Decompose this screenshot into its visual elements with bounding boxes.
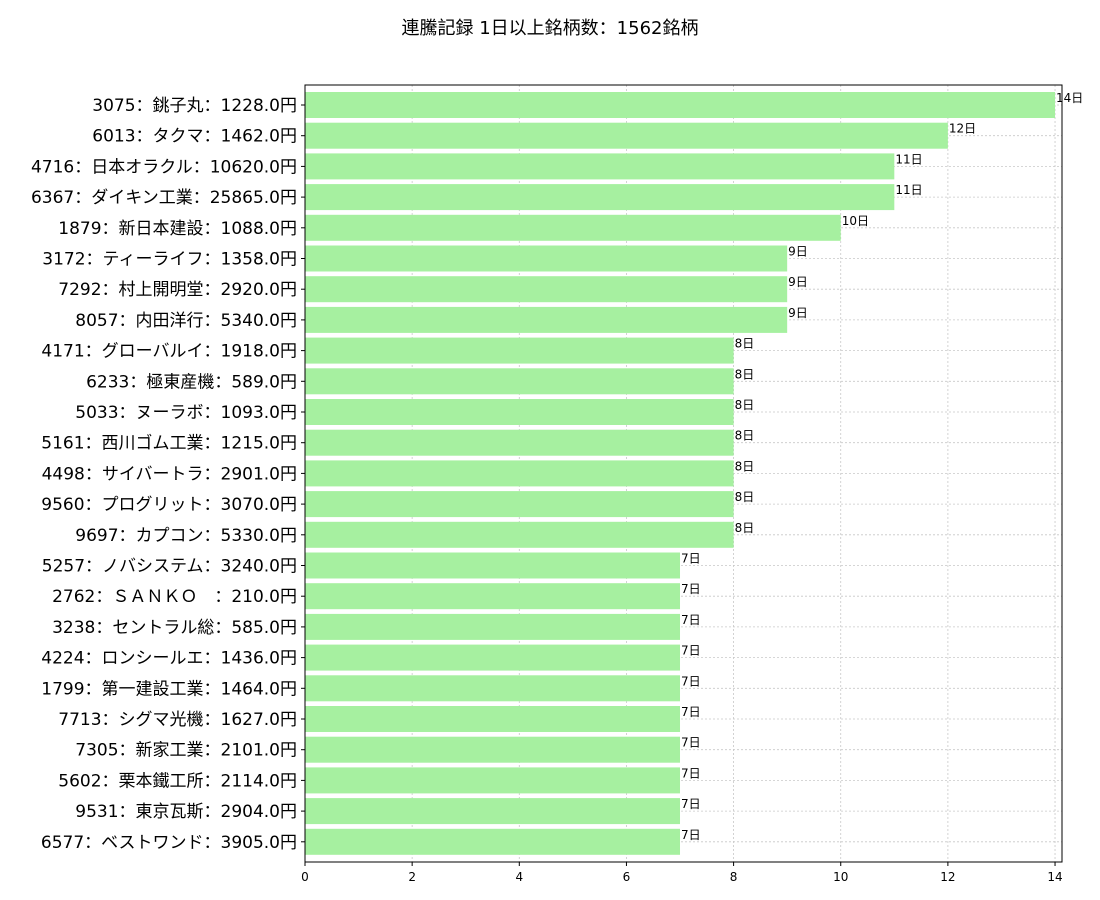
bar [305, 613, 681, 640]
data-label: 14日 [1056, 91, 1083, 105]
x-tick-label: 4 [515, 870, 523, 884]
data-label: 8日 [735, 490, 755, 504]
data-label: 7日 [681, 828, 701, 842]
y-tick-label: 8057：内田洋行：5340.0円 [75, 311, 297, 331]
bar [305, 767, 681, 794]
bar [305, 399, 734, 425]
bar [305, 368, 734, 395]
y-tick-label: 5161：西川ゴム工業：1215.0円 [41, 433, 297, 454]
data-label: 8日 [735, 521, 755, 535]
bar [305, 429, 734, 456]
bar [305, 583, 681, 610]
y-tick-label: 1799：第一建設工業：1464.0円 [41, 679, 297, 699]
x-tick-label: 14 [1047, 870, 1062, 884]
y-tick-label: 4224：ロンシールエ：1436.0円 [41, 649, 297, 669]
y-tick-label: 9560：プログリット：3070.0円 [41, 495, 297, 515]
data-label: 7日 [681, 613, 701, 627]
y-tick-label: 5033：ヌーラボ：1093.0円 [75, 403, 297, 423]
bar [305, 460, 734, 487]
data-label: 12日 [949, 122, 976, 136]
data-label: 7日 [681, 674, 701, 688]
data-label: 7日 [681, 644, 701, 658]
bar [305, 122, 948, 149]
bar [305, 706, 681, 732]
data-label: 7日 [681, 736, 701, 750]
data-label: 8日 [735, 367, 755, 381]
data-label: 9日 [788, 245, 808, 259]
bar [305, 798, 681, 825]
data-label: 9日 [788, 275, 808, 289]
x-tick-label: 12 [940, 870, 955, 884]
bar [305, 276, 788, 303]
chart-title: 連騰記録 1日以上銘柄数：1562銘柄 [401, 18, 699, 39]
data-label: 11日 [895, 183, 922, 197]
data-label: 7日 [681, 705, 701, 719]
data-label: 11日 [895, 152, 922, 166]
bar [305, 521, 734, 548]
bar [305, 736, 681, 763]
y-tick-label: 5602：栗本鐵工所：2114.0円 [58, 771, 297, 791]
data-label: 7日 [681, 797, 701, 811]
y-tick-label: 2762：ＳＡＮＫＯ ：210.0円 [52, 587, 297, 607]
data-label: 7日 [681, 582, 701, 596]
x-tick-label: 0 [301, 870, 309, 884]
x-tick-label: 2 [408, 870, 416, 884]
bar [305, 153, 895, 180]
y-tick-label: 9697：カプコン：5330.0円 [75, 526, 297, 546]
x-tick-label: 6 [623, 870, 631, 884]
bar [305, 92, 1056, 118]
y-tick-label: 6577：ベストワンド：3905.0円 [41, 833, 297, 853]
y-tick-label: 7292：村上開明堂：2920.0円 [58, 280, 297, 300]
y-tick-label: 4716：日本オラクル：10620.0円 [31, 157, 297, 177]
data-label: 8日 [735, 337, 755, 351]
y-tick-label: 6013：タクマ：1462.0円 [92, 127, 297, 147]
bar [305, 306, 788, 333]
bar [305, 552, 681, 579]
y-tick-label: 6233：極東産機：589.0円 [86, 372, 297, 392]
y-tick-label: 3172：ティーライフ：1358.0円 [42, 250, 297, 270]
y-tick-label: 3075：銚子丸：1228.0円 [92, 96, 297, 116]
data-label: 7日 [681, 552, 701, 566]
data-label: 8日 [735, 459, 755, 473]
y-tick-label: 5257：ノバシステム：3240.0円 [42, 557, 297, 577]
bar [305, 214, 841, 241]
y-tick-label: 4498：サイバートラ：2901.0円 [42, 464, 297, 484]
plot-frame [304, 84, 1063, 863]
bar [305, 675, 681, 702]
x-tick-label: 8 [730, 870, 738, 884]
bar [305, 491, 734, 518]
y-tick-label: 7305：新家工業：2101.0円 [75, 741, 297, 761]
bar [305, 184, 895, 211]
y-tick-label: 6367：ダイキン工業：25865.0円 [31, 188, 297, 208]
bar [305, 337, 734, 364]
y-tick-label: 9531：東京瓦斯：2904.0円 [75, 802, 297, 822]
data-label: 8日 [735, 398, 755, 412]
bar [305, 828, 681, 855]
data-label: 9日 [788, 306, 808, 320]
y-tick-label: 1879：新日本建設：1088.0円 [58, 219, 297, 239]
y-tick-label: 3238：セントラル総：585.0円 [52, 618, 297, 638]
x-tick-label: 10 [833, 870, 848, 884]
data-label: 10日 [842, 214, 869, 228]
y-tick-label: 7713：シグマ光機：1627.0円 [58, 710, 297, 730]
data-label: 8日 [735, 429, 755, 443]
bar [305, 644, 681, 671]
bar [305, 245, 788, 272]
y-tick-label: 4171：グローバルイ：1918.0円 [41, 342, 297, 362]
data-label: 7日 [681, 766, 701, 780]
